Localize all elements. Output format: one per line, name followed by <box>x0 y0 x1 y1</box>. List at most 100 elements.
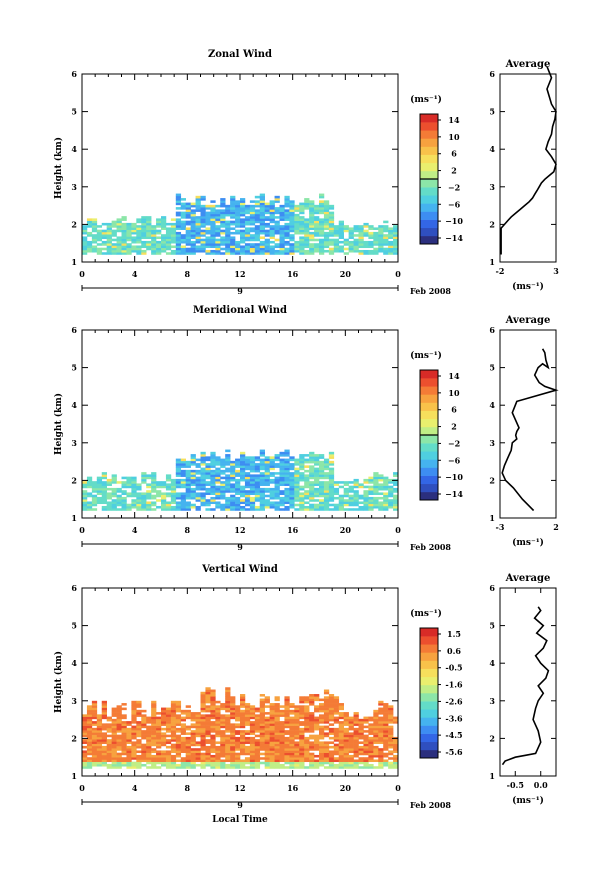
heatmap-cell <box>185 463 191 466</box>
heatmap-cell <box>161 218 167 221</box>
heatmap-cell <box>215 487 221 491</box>
heatmap-cell <box>131 752 137 756</box>
heatmap-cell <box>323 483 330 486</box>
heatmap-cell <box>235 247 241 251</box>
heatmap-cell <box>205 734 211 738</box>
heatmap-cell <box>304 204 310 208</box>
heatmap-cell <box>225 757 231 760</box>
heatmap-cell <box>368 766 374 769</box>
heatmap-cell <box>269 761 275 765</box>
heatmap-cell <box>101 714 107 717</box>
heatmap-cell <box>210 705 216 708</box>
vertical-wind-date-label: Feb 2008 <box>410 800 451 810</box>
heatmap-cell <box>388 492 394 495</box>
heatmap-cell <box>249 211 256 215</box>
heatmap-cell <box>205 229 211 233</box>
heatmap-cell <box>200 204 206 208</box>
heatmap-cell <box>319 501 325 505</box>
heatmap-cell <box>165 739 172 742</box>
heatmap-cell <box>195 734 201 738</box>
heatmap-cell <box>180 222 186 226</box>
heatmap-cell <box>190 734 196 738</box>
heatmap-cell <box>82 763 88 767</box>
heatmap-cell <box>274 238 280 242</box>
heatmap-cell <box>328 229 335 233</box>
heatmap-cell <box>304 234 310 237</box>
heatmap-cell <box>230 213 236 217</box>
heatmap-cell <box>111 252 117 255</box>
heatmap-cell <box>319 499 325 502</box>
heatmap-cell <box>309 249 315 253</box>
heatmap-cell <box>205 476 211 480</box>
heatmap-cell <box>106 243 112 246</box>
heatmap-cell <box>146 245 152 249</box>
heatmap-cell <box>230 499 236 502</box>
heatmap-cell <box>259 481 265 484</box>
heatmap-cell <box>249 458 256 462</box>
heatmap-cell <box>368 243 374 246</box>
heatmap-cell <box>378 487 384 491</box>
heatmap-cell <box>289 204 295 208</box>
heatmap-cell <box>373 721 379 724</box>
heatmap-cell <box>269 225 275 228</box>
heatmap-cell <box>156 766 162 769</box>
heatmap-cell <box>254 209 261 212</box>
heatmap-cell <box>274 231 280 235</box>
heatmap-cell <box>230 204 236 208</box>
heatmap-cell <box>116 763 122 767</box>
heatmap-cell <box>215 245 221 249</box>
heatmap-cell <box>388 707 394 711</box>
heatmap-cell <box>180 458 186 462</box>
heatmap-cell <box>161 743 167 747</box>
heatmap-cell <box>264 505 270 509</box>
heatmap-cell <box>294 503 300 507</box>
heatmap-cell <box>279 236 285 239</box>
heatmap-cell <box>254 195 261 199</box>
heatmap-cell <box>126 763 132 767</box>
heatmap-cell <box>244 494 251 498</box>
heatmap-cell <box>304 485 310 489</box>
heatmap-cell <box>146 739 152 742</box>
heatmap-cell <box>323 209 330 212</box>
heatmap-cell <box>309 725 315 729</box>
heatmap-cell <box>279 725 285 729</box>
heatmap-cell <box>314 490 320 493</box>
heatmap-cell <box>195 204 201 208</box>
heatmap-cell <box>175 723 182 726</box>
heatmap-cell <box>309 763 315 767</box>
heatmap-cell <box>378 478 384 482</box>
heatmap-cell <box>254 465 261 468</box>
heatmap-cell <box>215 727 221 731</box>
heatmap-cell <box>136 732 142 735</box>
heatmap-cell <box>319 707 325 711</box>
heatmap-cell <box>195 750 201 753</box>
heatmap-cell <box>328 732 335 735</box>
heatmap-cell <box>269 496 275 500</box>
heatmap-cell <box>190 249 196 253</box>
heatmap-cell <box>101 494 107 498</box>
heatmap-cell <box>116 723 122 726</box>
heatmap-cell <box>353 249 359 253</box>
heatmap-cell <box>284 252 290 255</box>
heatmap-cell <box>225 476 231 480</box>
heatmap-cell <box>254 707 261 711</box>
x-tick-label: 12 <box>234 269 245 279</box>
heatmap-cell <box>309 727 315 731</box>
heatmap-cell <box>165 238 172 242</box>
heatmap-cell <box>358 485 364 489</box>
heatmap-cell <box>249 761 256 765</box>
colorbar-swatch <box>420 475 438 485</box>
heatmap-cell <box>230 698 236 702</box>
heatmap-cell <box>328 227 335 230</box>
heatmap-cell <box>225 478 231 482</box>
heatmap-cell <box>314 472 320 475</box>
heatmap-cell <box>141 474 147 477</box>
heatmap-cell <box>131 748 137 751</box>
heatmap-cell <box>215 754 221 758</box>
heatmap-cell <box>220 485 226 489</box>
heatmap-cell <box>328 243 335 246</box>
heatmap-cell <box>299 225 305 228</box>
heatmap-cell <box>165 229 172 233</box>
heatmap-cell <box>195 249 201 253</box>
